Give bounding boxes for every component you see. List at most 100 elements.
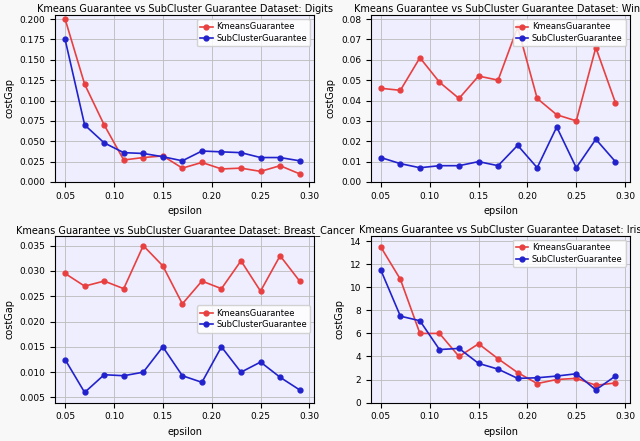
KmeansGuarantee (237, 258, 245, 263)
SubClusterGuarantee (533, 375, 541, 381)
KmeansGuarantee (179, 301, 186, 306)
SubClusterGuarantee (494, 366, 502, 372)
KmeansGuarantee (140, 243, 147, 248)
KmeansGuarantee (475, 73, 483, 78)
KmeansGuarantee (572, 376, 580, 381)
SubClusterGuarantee (140, 151, 147, 156)
SubClusterGuarantee (198, 380, 205, 385)
KmeansGuarantee (397, 277, 404, 282)
SubClusterGuarantee (237, 150, 245, 155)
KmeansGuarantee (416, 55, 424, 60)
Line: KmeansGuarantee: KmeansGuarantee (378, 245, 618, 388)
SubClusterGuarantee (218, 344, 225, 350)
SubClusterGuarantee (159, 154, 166, 159)
Title: Kmeans Guarantee vs SubCluster Guarantee Dataset: Wine: Kmeans Guarantee vs SubCluster Guarantee… (355, 4, 640, 14)
KmeansGuarantee (120, 286, 127, 292)
X-axis label: epsilon: epsilon (483, 206, 518, 216)
SubClusterGuarantee (436, 163, 444, 168)
SubClusterGuarantee (100, 140, 108, 146)
KmeansGuarantee (397, 88, 404, 93)
X-axis label: epsilon: epsilon (483, 427, 518, 437)
KmeansGuarantee (140, 155, 147, 160)
KmeansGuarantee (514, 370, 522, 375)
SubClusterGuarantee (377, 267, 385, 273)
Y-axis label: costGap: costGap (334, 299, 344, 339)
KmeansGuarantee (61, 271, 69, 276)
SubClusterGuarantee (81, 390, 88, 395)
SubClusterGuarantee (237, 370, 245, 375)
SubClusterGuarantee (572, 165, 580, 170)
KmeansGuarantee (81, 284, 88, 289)
SubClusterGuarantee (592, 137, 600, 142)
SubClusterGuarantee (276, 374, 284, 380)
SubClusterGuarantee (100, 372, 108, 377)
SubClusterGuarantee (416, 165, 424, 170)
KmeansGuarantee (100, 122, 108, 127)
KmeansGuarantee (553, 377, 561, 382)
KmeansGuarantee (475, 341, 483, 347)
KmeansGuarantee (494, 78, 502, 83)
KmeansGuarantee (533, 96, 541, 101)
SubClusterGuarantee (436, 347, 444, 352)
KmeansGuarantee (276, 163, 284, 168)
KmeansGuarantee (592, 383, 600, 388)
SubClusterGuarantee (416, 318, 424, 323)
SubClusterGuarantee (397, 314, 404, 319)
SubClusterGuarantee (553, 374, 561, 379)
SubClusterGuarantee (612, 374, 620, 379)
KmeansGuarantee (296, 171, 303, 176)
SubClusterGuarantee (218, 149, 225, 154)
SubClusterGuarantee (179, 158, 186, 164)
KmeansGuarantee (100, 278, 108, 284)
Y-axis label: costGap: costGap (326, 78, 335, 119)
KmeansGuarantee (218, 166, 225, 172)
SubClusterGuarantee (257, 359, 264, 365)
SubClusterGuarantee (159, 344, 166, 350)
KmeansGuarantee (416, 331, 424, 336)
KmeansGuarantee (436, 331, 444, 336)
SubClusterGuarantee (61, 357, 69, 362)
Legend: KmeansGuarantee, SubClusterGuarantee: KmeansGuarantee, SubClusterGuarantee (513, 19, 626, 46)
SubClusterGuarantee (179, 373, 186, 378)
KmeansGuarantee (377, 244, 385, 250)
SubClusterGuarantee (592, 387, 600, 392)
SubClusterGuarantee (455, 163, 463, 168)
SubClusterGuarantee (533, 165, 541, 170)
SubClusterGuarantee (296, 158, 303, 164)
Title: Kmeans Guarantee vs SubCluster Guarantee Dataset: Iris: Kmeans Guarantee vs SubCluster Guarantee… (359, 225, 640, 235)
Y-axis label: costGap: costGap (4, 299, 14, 339)
SubClusterGuarantee (61, 37, 69, 42)
SubClusterGuarantee (120, 373, 127, 378)
KmeansGuarantee (276, 253, 284, 258)
KmeansGuarantee (296, 278, 303, 284)
Line: SubClusterGuarantee: SubClusterGuarantee (63, 37, 302, 163)
KmeansGuarantee (81, 82, 88, 87)
KmeansGuarantee (198, 160, 205, 165)
KmeansGuarantee (494, 356, 502, 362)
KmeansGuarantee (572, 118, 580, 123)
SubClusterGuarantee (612, 159, 620, 164)
KmeansGuarantee (592, 45, 600, 50)
Y-axis label: costGap: costGap (4, 78, 14, 119)
SubClusterGuarantee (475, 361, 483, 366)
SubClusterGuarantee (514, 376, 522, 381)
SubClusterGuarantee (475, 159, 483, 164)
KmeansGuarantee (159, 153, 166, 159)
SubClusterGuarantee (455, 346, 463, 351)
Line: SubClusterGuarantee: SubClusterGuarantee (63, 344, 302, 395)
SubClusterGuarantee (494, 163, 502, 168)
KmeansGuarantee (553, 112, 561, 117)
Line: KmeansGuarantee: KmeansGuarantee (63, 243, 302, 306)
Line: SubClusterGuarantee: SubClusterGuarantee (378, 124, 618, 170)
SubClusterGuarantee (572, 371, 580, 377)
KmeansGuarantee (61, 16, 69, 22)
Title: Kmeans Guarantee vs SubCluster Guarantee Dataset: Digits: Kmeans Guarantee vs SubCluster Guarantee… (37, 4, 333, 14)
KmeansGuarantee (237, 165, 245, 171)
KmeansGuarantee (257, 169, 264, 174)
SubClusterGuarantee (198, 148, 205, 153)
KmeansGuarantee (533, 381, 541, 386)
KmeansGuarantee (120, 157, 127, 163)
KmeansGuarantee (455, 96, 463, 101)
X-axis label: epsilon: epsilon (167, 427, 202, 437)
Title: Kmeans Guarantee vs SubCluster Guarantee Dataset: Breast_Cancer: Kmeans Guarantee vs SubCluster Guarantee… (15, 224, 354, 235)
